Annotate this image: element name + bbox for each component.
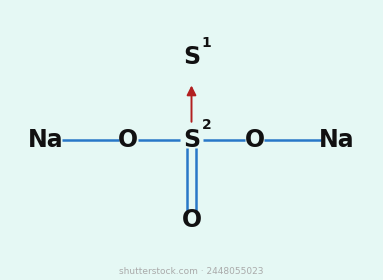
Text: 1: 1 [201,36,211,50]
Text: O: O [245,128,265,152]
Text: S: S [183,128,200,152]
Text: Na: Na [28,128,64,152]
Text: shutterstock.com · 2448055023: shutterstock.com · 2448055023 [119,267,264,276]
Text: 2: 2 [201,118,211,132]
Text: S: S [183,45,200,69]
Text: Na: Na [319,128,355,152]
Text: O: O [182,208,201,232]
Text: O: O [118,128,138,152]
